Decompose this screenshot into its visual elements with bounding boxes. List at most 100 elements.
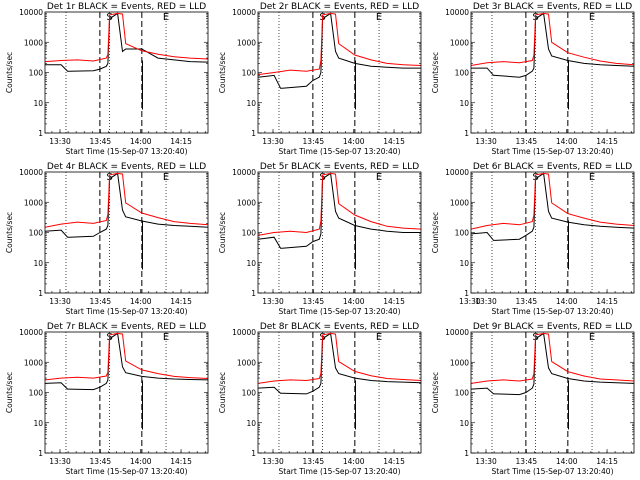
x-tick-label: 14:00	[130, 137, 152, 146]
y-tick-label: 1000	[24, 198, 43, 207]
y-axis-label: Counts/sec	[5, 372, 14, 413]
lld-series-line	[471, 332, 634, 384]
x-tick-label: 14:00	[556, 297, 578, 306]
y-tick-label: 100	[455, 69, 470, 78]
x-tick-label: 13:30	[262, 457, 284, 466]
lld-series-line	[471, 172, 634, 230]
lld-series-line	[45, 12, 208, 63]
y-tick-label: 100	[29, 69, 44, 78]
x-tick-label: 13:45	[516, 297, 538, 306]
x-tick-label: 14:15	[596, 297, 618, 306]
x-axis-label: Start Time (15-Sep-07 13:20:40)	[279, 307, 401, 316]
y-axis-label: Counts/sec	[431, 52, 440, 93]
plot-frame	[470, 171, 635, 294]
x-tick-label: 13:30	[459, 297, 481, 306]
panel-det-8: Det 8r BLACK = Events, RED = LLD 1 10 100 10…	[218, 322, 422, 476]
panel-title: Det 4r BLACK = Events, RED = LLD	[47, 162, 206, 172]
panel-det-2: Det 2r BLACK = Events, RED = LLD 1 10 100 10…	[218, 2, 422, 156]
x-axis-label: Start Time (15-Sep-07 13:20:40)	[492, 307, 614, 316]
y-tick-label: 1000	[237, 198, 256, 207]
y-tick-label: 10	[33, 99, 43, 108]
y-tick-label: 100	[242, 69, 257, 78]
events-series-line	[258, 332, 421, 395]
y-tick-label: 10	[33, 419, 43, 428]
events-series-line	[471, 332, 634, 396]
panel-title: Det 9r BLACK = Events, RED = LLD	[473, 322, 632, 332]
y-axis-label: Counts/sec	[431, 212, 440, 253]
x-tick-label: 13:45	[303, 137, 325, 146]
events-series-line	[45, 172, 208, 238]
annotation-end: E	[589, 12, 595, 23]
y-tick-label: 1	[38, 129, 43, 138]
x-tick-label: 13:30	[475, 457, 497, 466]
x-tick-label: 13:45	[90, 297, 112, 306]
annotation-end: E	[163, 172, 169, 183]
y-tick-label: 1	[464, 449, 469, 458]
plot-frame	[470, 11, 635, 134]
annotation-end: E	[589, 172, 595, 183]
y-tick-label: 10000	[19, 328, 43, 337]
y-tick-label: 10	[459, 259, 469, 268]
y-tick-label: 10000	[445, 8, 469, 17]
x-axis-label: Start Time (15-Sep-07 13:20:40)	[279, 467, 401, 476]
panel-det-9: Det 9r BLACK = Events, RED = LLD 1 10 100 10…	[431, 322, 635, 476]
x-tick-label: 13:30	[49, 457, 71, 466]
y-tick-label: 10	[459, 99, 469, 108]
lld-series-line	[258, 172, 421, 236]
y-tick-label: 1	[464, 289, 469, 298]
y-tick-label: 1000	[237, 358, 256, 367]
y-tick-label: 10000	[445, 328, 469, 337]
annotation-end: E	[376, 12, 382, 23]
y-tick-label: 10000	[19, 168, 43, 177]
x-tick-label: 13:30	[262, 297, 284, 306]
x-tick-label: 14:00	[556, 137, 578, 146]
lld-series-line	[471, 12, 634, 66]
events-series-line	[258, 172, 421, 249]
x-tick-label: 13:30	[49, 297, 71, 306]
plot-frame	[470, 331, 635, 454]
annotation-end: E	[589, 332, 595, 343]
plot-frame	[257, 11, 422, 134]
x-tick-label: 13:45	[90, 137, 112, 146]
plot-frame	[257, 171, 422, 294]
y-tick-label: 1000	[450, 358, 469, 367]
y-tick-label: 100	[29, 229, 44, 238]
panel-title: Det 6r BLACK = Events, RED = LLD	[473, 162, 632, 172]
annotation-end: E	[163, 332, 169, 343]
panel-title: Det 3r BLACK = Events, RED = LLD	[473, 2, 632, 12]
plot-frame	[44, 331, 209, 454]
x-tick-label: 14:15	[170, 137, 192, 146]
events-series-line	[471, 12, 634, 78]
x-axis-label: Start Time (15-Sep-07 13:20:40)	[279, 147, 401, 156]
x-tick-label: 14:15	[170, 297, 192, 306]
x-tick-label: 14:15	[170, 457, 192, 466]
y-tick-label: 10000	[232, 168, 256, 177]
y-tick-label: 1000	[24, 38, 43, 47]
panel-det-4: Det 4r BLACK = Events, RED = LLD 1 10 100 10…	[5, 162, 209, 316]
lld-series-line	[258, 332, 421, 384]
x-tick-label: 13:45	[303, 457, 325, 466]
x-tick-label: 13:30	[49, 137, 71, 146]
y-tick-label: 100	[242, 389, 257, 398]
panel-title: Det 5r BLACK = Events, RED = LLD	[260, 162, 419, 172]
panel-det-3: Det 3r BLACK = Events, RED = LLD 1 10 100 10…	[431, 2, 635, 156]
annotation-end: E	[163, 12, 169, 23]
x-tick-label: 14:00	[556, 457, 578, 466]
panel-det-7: Det 7r BLACK = Events, RED = LLD 1 10 100 10…	[5, 322, 209, 476]
y-tick-label: 10	[459, 419, 469, 428]
annotation-end: E	[376, 172, 382, 183]
y-tick-label: 100	[242, 229, 257, 238]
y-tick-label: 1	[464, 129, 469, 138]
y-tick-label: 100	[455, 389, 470, 398]
x-axis-label: Start Time (15-Sep-07 13:20:40)	[492, 467, 614, 476]
x-tick-label: 14:15	[596, 137, 618, 146]
annotation-end: E	[376, 332, 382, 343]
panel-det-6: Det 6r BLACK = Events, RED = LLD 1 10 100 10…	[431, 162, 635, 316]
lld-series-line	[45, 172, 208, 228]
lld-series-line	[45, 332, 208, 381]
y-tick-label: 10000	[232, 328, 256, 337]
x-axis-label: Start Time (15-Sep-07 13:20:40)	[66, 467, 188, 476]
panel-det-5: Det 5r BLACK = Events, RED = LLD 1 10 100 10…	[218, 162, 422, 316]
x-tick-label: 14:15	[383, 297, 405, 306]
